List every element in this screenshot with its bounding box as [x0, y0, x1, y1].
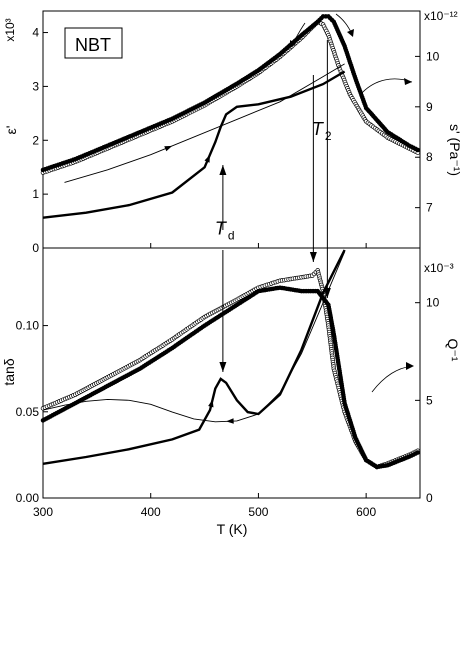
nbt-label-box [64, 27, 123, 59]
cooling-arrow-right-head [347, 29, 354, 37]
top-right-ticks: 7 8 9 10 [415, 49, 440, 215]
top-right-tick-label: 9 [426, 100, 433, 114]
top-left-tick-label: 4 [32, 26, 39, 40]
x-ticks: 300 400 500 600 [33, 243, 376, 519]
bottom-series-2-thick-line-direction-arrow [208, 399, 214, 408]
bottom-panel: tanδ Q⁻¹ x10⁻³ T (K) 0.00 0.05 0.10 0 5 10 3… [1, 243, 461, 537]
annotation-T2: T [312, 119, 325, 139]
bottom-left-tick-label: 0.05 [16, 405, 40, 419]
top-right-tick-label: 10 [426, 49, 440, 63]
top-annotations: T 2T d [215, 119, 332, 243]
t2-marker-arrow-left-head [309, 252, 317, 262]
x-tick-label: 400 [141, 505, 161, 519]
bottom-right-ticks: 0 5 10 [415, 296, 440, 505]
top-series-2-thick-line-direction-arrow [204, 154, 210, 163]
nbt-label: NBT [75, 35, 111, 55]
bottom-series [40, 249, 421, 470]
annotation-Td-subscript: d [228, 229, 235, 243]
annotation-Td: T [215, 219, 228, 239]
top-left-axis-multiplier: x10³ [3, 18, 17, 41]
bottom-panel-frame [42, 247, 421, 499]
top-left-tick-label: 3 [32, 79, 39, 93]
td-marker-arrow-up-head [219, 165, 227, 175]
td-marker-arrow-down-head [219, 362, 227, 372]
bottom-right-tick-label: 0 [426, 491, 433, 505]
heating-arrow-left-head [290, 40, 296, 48]
t2-marker-arrow-right-head [323, 288, 331, 298]
top-panel: NBT ε' x10³ s' (Pa⁻¹) x10⁻¹² 0 1 2 3 4 7 8 9 10… [3, 9, 463, 255]
top-right-axis-label: s' (Pa⁻¹) [447, 124, 463, 176]
top-right-axis-multiplier: x10⁻¹² [424, 9, 458, 23]
bottom-series-3-thin-line-direction-arrow [226, 418, 234, 424]
top-series-1-filled-circles-point [415, 147, 421, 153]
top-left-axis-label: ε' [3, 126, 19, 135]
top-right-pointer-arrow [359, 78, 413, 96]
bottom-right-pointer-arrow-head [406, 362, 414, 370]
top-right-tick-label: 8 [426, 150, 433, 164]
bottom-series-2-thick-line [42, 249, 346, 465]
bottom-left-tick-label: 0.10 [16, 319, 40, 333]
bottom-right-tick-label: 5 [426, 393, 433, 407]
top-series-1-filled-circles [40, 14, 421, 173]
top-left-tick-label: 1 [32, 187, 39, 201]
bottom-series-0-open-circles [40, 268, 421, 470]
marker-arrows [219, 40, 331, 372]
top-left-tick-label: 0 [32, 241, 39, 255]
bottom-left-ticks: 0.00 0.05 0.10 [16, 319, 48, 505]
top-right-tick-label: 7 [426, 201, 433, 215]
bottom-series-1-filled-circles [40, 285, 421, 470]
top-series-3-thin-line-direction-arrow [164, 145, 173, 152]
top-left-ticks: 0 1 2 3 4 [32, 26, 48, 255]
x-tick-label: 500 [248, 505, 268, 519]
x-tick-label: 600 [356, 505, 376, 519]
bottom-series-3-thin-line [42, 251, 346, 423]
bottom-right-axis-label: Q⁻¹ [445, 339, 461, 362]
annotation-T2-subscript: 2 [325, 129, 332, 143]
x-tick-label: 300 [33, 505, 53, 519]
x-axis-label: T (K) [217, 521, 248, 537]
bottom-series-1-filled-circles-point [415, 450, 421, 455]
bottom-right-tick-label: 10 [426, 296, 440, 310]
top-series-3-thin-line [64, 63, 345, 183]
top-right-pointer-arrow-head [404, 78, 412, 85]
top-series [40, 14, 421, 219]
top-left-tick-label: 2 [32, 133, 39, 147]
bottom-left-axis-label: tanδ [1, 358, 17, 385]
bottom-right-axis-multiplier: x10⁻³ [424, 261, 454, 275]
bottom-left-tick-label: 0.00 [16, 491, 40, 505]
top-series-2-thick-line [42, 70, 346, 219]
